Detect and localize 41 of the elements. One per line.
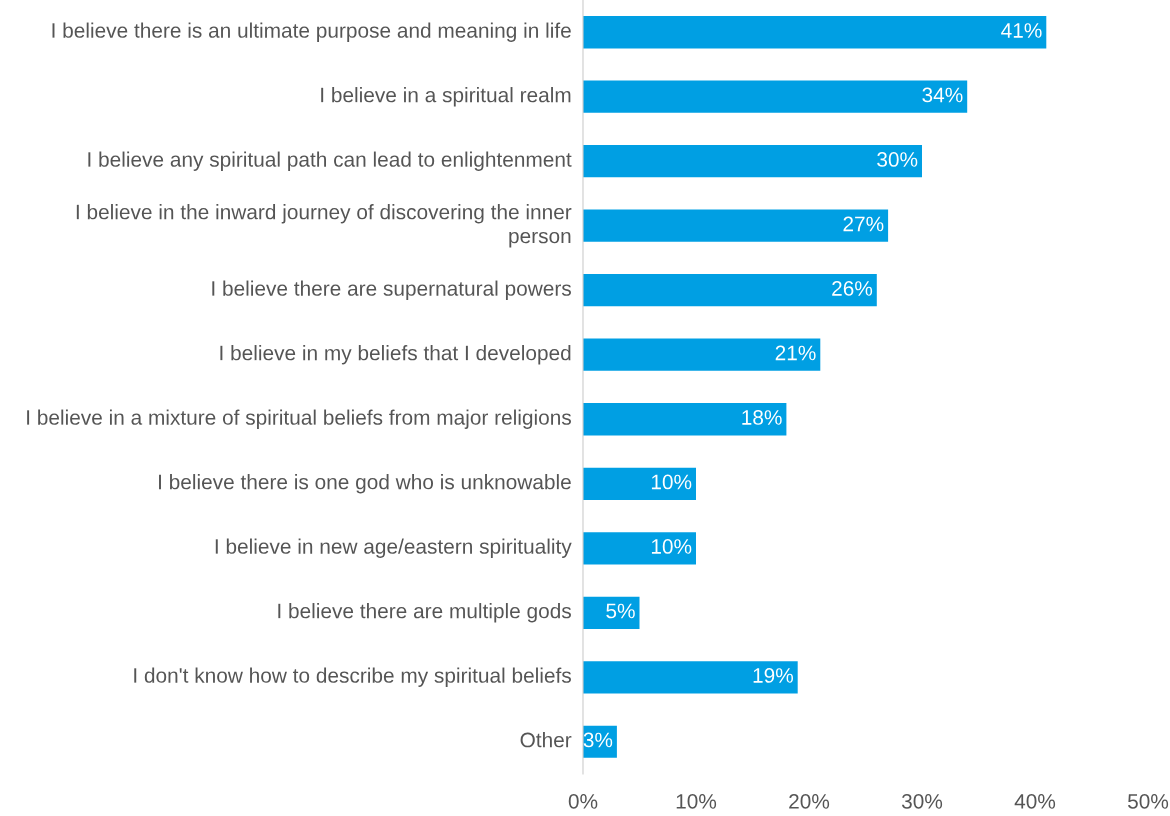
bar [583, 661, 798, 694]
bar [583, 145, 922, 178]
bar [583, 532, 696, 565]
x-tick-label: 30% [901, 793, 943, 809]
bar [583, 16, 1047, 49]
data-label: 21% [775, 345, 816, 361]
x-tick-label: 20% [789, 793, 830, 809]
y-tick-label: I believe there are supernatural powers [212, 280, 571, 300]
data-label: 41% [1001, 23, 1042, 38]
data-label: 18% [742, 410, 782, 425]
bar [583, 403, 787, 436]
data-label: 34% [922, 87, 963, 103]
y-tick-label: I believe in a spiritual realm [321, 87, 571, 107]
y-tick-label: I believe there is one god who is unknowable [159, 474, 571, 494]
data-label: 30% [877, 152, 918, 167]
y-tick-label: I believe in the inward journey of discovering the inner person [76, 204, 572, 248]
data-label: 10% [651, 539, 692, 554]
bar [583, 338, 821, 371]
y-tick-label: I believe there are multiple gods [278, 603, 571, 623]
y-tick-label: I believe in my beliefs that I developed [220, 345, 571, 365]
x-tick-label: 10% [676, 793, 717, 809]
data-label: 19% [753, 668, 794, 683]
bar [583, 80, 968, 113]
y-tick-label: Other [520, 732, 572, 748]
y-tick-label: I believe any spiritual path can lead to enlightenment [88, 151, 572, 171]
x-tick-label: 0% [568, 793, 598, 809]
x-tick-label: 50% [1127, 793, 1169, 809]
data-label: 5% [606, 603, 635, 619]
data-label: 10% [651, 474, 692, 490]
bar [583, 596, 640, 629]
y-tick-label: I believe there is an ultimate purpose and meaning in life [52, 22, 571, 42]
data-label: 27% [843, 216, 884, 232]
y-tick-label: I believe in new age/eastern spirituality [215, 538, 572, 558]
bar [583, 274, 877, 307]
x-tick-label: 40% [1014, 793, 1056, 809]
data-label: 3% [583, 732, 613, 748]
y-tick-label: I believe in a mixture of spiritual beliefs from major religions [27, 409, 571, 429]
bar [583, 209, 889, 242]
y-tick-label: I don't know how to describe my spiritual beliefs [134, 667, 571, 687]
bar [583, 467, 696, 500]
data-label: 26% [832, 281, 873, 296]
